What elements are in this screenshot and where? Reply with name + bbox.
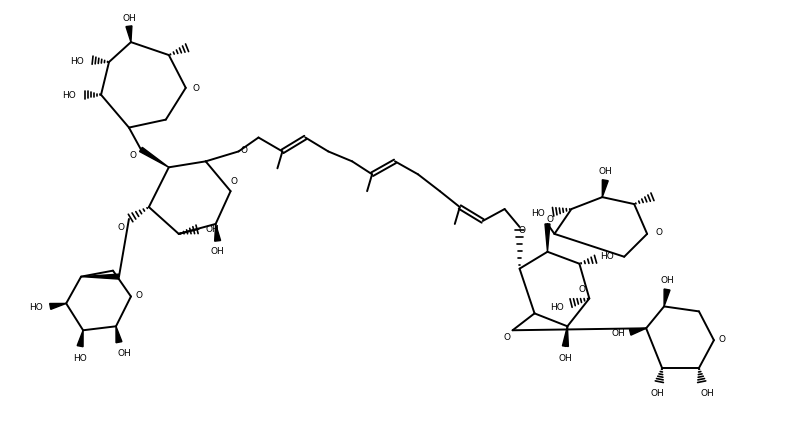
Text: O: O — [135, 290, 143, 299]
Text: O: O — [518, 226, 525, 235]
Text: HO: HO — [551, 302, 564, 311]
Polygon shape — [139, 148, 169, 168]
Text: OH: OH — [210, 247, 225, 256]
Text: OH: OH — [700, 388, 714, 398]
Text: OH: OH — [650, 388, 664, 398]
Polygon shape — [664, 289, 670, 307]
Text: OH: OH — [122, 14, 135, 23]
Text: OH: OH — [611, 328, 625, 337]
Text: OH: OH — [206, 225, 219, 234]
Text: O: O — [117, 223, 124, 232]
Text: HO: HO — [600, 252, 614, 261]
Text: HO: HO — [70, 56, 84, 66]
Text: O: O — [547, 215, 554, 224]
Polygon shape — [214, 224, 221, 242]
Text: O: O — [129, 151, 136, 160]
Polygon shape — [563, 326, 568, 347]
Text: O: O — [192, 84, 199, 93]
Polygon shape — [77, 331, 83, 347]
Polygon shape — [630, 329, 646, 335]
Text: O: O — [579, 284, 586, 293]
Text: HO: HO — [531, 208, 544, 217]
Text: O: O — [656, 228, 662, 237]
Text: O: O — [718, 334, 725, 343]
Text: HO: HO — [29, 302, 43, 311]
Text: O: O — [240, 145, 247, 155]
Polygon shape — [126, 27, 132, 43]
Polygon shape — [545, 224, 550, 252]
Text: HO: HO — [73, 353, 87, 362]
Text: OH: OH — [660, 276, 674, 284]
Polygon shape — [49, 304, 66, 309]
Polygon shape — [81, 274, 119, 279]
Text: OH: OH — [599, 166, 612, 175]
Polygon shape — [116, 326, 122, 343]
Text: O: O — [230, 176, 237, 185]
Text: O: O — [503, 332, 510, 341]
Text: OH: OH — [117, 348, 131, 357]
Text: OH: OH — [559, 353, 572, 362]
Text: HO: HO — [62, 91, 76, 100]
Polygon shape — [603, 180, 608, 197]
